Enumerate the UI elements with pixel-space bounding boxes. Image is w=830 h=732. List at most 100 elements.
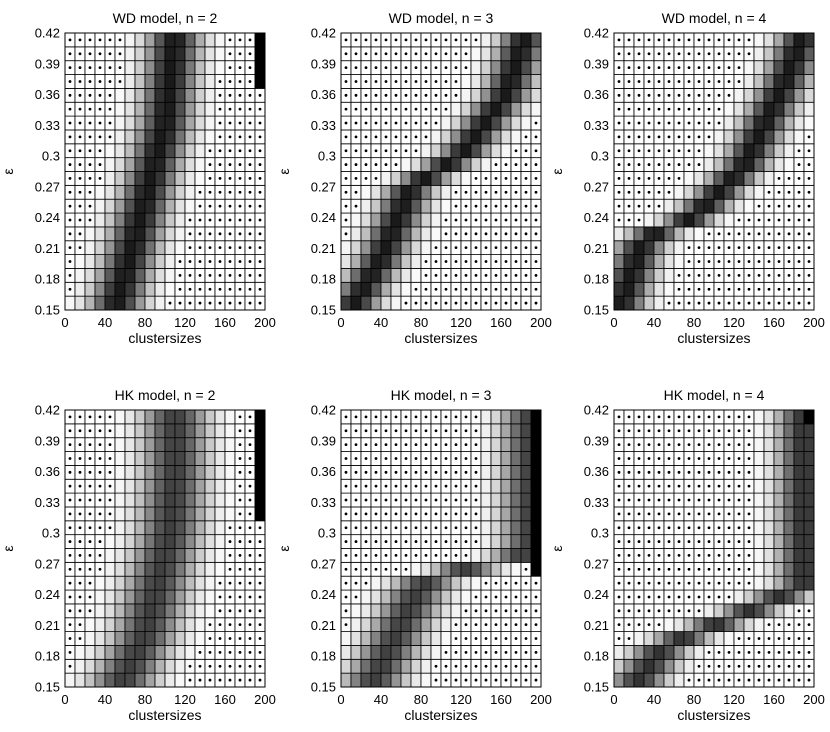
heatmap-cell (490, 478, 502, 494)
heatmap-cell (144, 645, 156, 660)
empty-cell-marker (687, 80, 691, 83)
empty-cell-marker (637, 429, 641, 433)
empty-cell-marker (777, 273, 781, 277)
empty-cell-marker (444, 470, 448, 474)
empty-cell-marker (657, 177, 661, 180)
empty-cell-marker (474, 287, 478, 291)
heatmap-cell (194, 143, 206, 159)
heatmap-cell (114, 129, 126, 145)
empty-cell-marker (727, 287, 731, 291)
empty-cell-marker (108, 107, 112, 111)
empty-cell-marker (494, 595, 498, 599)
empty-cell-marker (228, 232, 232, 236)
heatmap-cell (673, 184, 685, 200)
empty-cell-marker (687, 246, 691, 250)
empty-cell-marker (627, 609, 631, 613)
heatmap-cell (134, 88, 146, 103)
empty-cell-marker (394, 80, 398, 83)
heatmap-cell (410, 603, 422, 619)
heatmap-cell (500, 32, 512, 48)
empty-cell-marker (208, 637, 212, 640)
heatmap-cell (104, 212, 116, 228)
heatmap-cell (520, 32, 532, 48)
empty-cell-marker (524, 260, 528, 263)
heatmap-cell (194, 101, 206, 117)
heatmap-cell (380, 589, 392, 605)
empty-cell-marker (118, 66, 122, 70)
empty-cell-marker (98, 554, 102, 557)
heatmap-cell (124, 534, 136, 549)
heatmap-cell (134, 101, 146, 117)
empty-cell-marker (384, 415, 388, 419)
heatmap-cell (340, 631, 352, 646)
empty-cell-marker (474, 190, 478, 194)
empty-cell-marker (687, 512, 691, 516)
heatmap-cell (204, 46, 216, 62)
empty-cell-marker (414, 287, 418, 291)
heatmap-cell (490, 46, 502, 62)
heatmap-cell (613, 281, 625, 297)
empty-cell-marker (258, 218, 262, 222)
empty-cell-marker (657, 470, 661, 474)
empty-cell-marker (78, 218, 82, 222)
heatmap-cell (470, 157, 482, 172)
empty-cell-marker (777, 287, 781, 291)
empty-cell-marker (258, 637, 262, 640)
empty-cell-marker (444, 218, 448, 222)
empty-cell-marker (364, 177, 368, 180)
heatmap-cell (194, 423, 206, 439)
heatmap-cell (164, 534, 176, 549)
heatmap-cell (763, 534, 775, 549)
heatmap-cell (114, 184, 126, 200)
heatmap-cell (154, 548, 166, 563)
empty-cell-marker (364, 498, 368, 502)
empty-cell-marker (88, 498, 92, 502)
heatmap-cell (184, 548, 196, 563)
empty-cell-marker (434, 80, 438, 83)
heatmap-cell (793, 464, 805, 480)
heatmap-cell (420, 143, 432, 159)
empty-cell-marker (534, 246, 538, 250)
heatmap-cell (174, 184, 186, 200)
empty-cell-marker (364, 581, 368, 585)
heatmap-cell (683, 658, 695, 674)
empty-cell-marker (697, 526, 701, 530)
empty-cell-marker (444, 66, 448, 70)
heatmap-cell (124, 198, 136, 214)
empty-cell-marker (248, 301, 252, 305)
heatmap-cell (633, 254, 645, 269)
empty-cell-marker (454, 38, 458, 42)
heatmap-cell (164, 281, 176, 297)
empty-cell-marker (78, 498, 82, 502)
heatmap-cell (530, 548, 542, 563)
empty-cell-marker (258, 93, 262, 97)
heatmap-cell (793, 478, 805, 494)
heatmap-cell (723, 129, 735, 145)
empty-cell-marker (514, 218, 518, 222)
empty-cell-marker (697, 149, 701, 153)
empty-cell-marker (757, 232, 761, 236)
empty-cell-marker (707, 121, 711, 125)
heatmap-cell (194, 492, 206, 508)
empty-cell-marker (108, 512, 112, 516)
empty-cell-marker (464, 678, 468, 682)
heatmap-cell (480, 423, 492, 439)
heatmap-cell (500, 129, 512, 145)
heatmap-cell (144, 46, 156, 62)
empty-cell-marker (454, 650, 458, 654)
empty-cell-marker (697, 260, 701, 263)
heatmap-cell (793, 129, 805, 145)
empty-cell-marker (434, 93, 438, 97)
empty-cell-marker (667, 93, 671, 97)
heatmap-cell (803, 101, 815, 117)
y-tick-label: 0.18 (35, 272, 60, 287)
empty-cell-marker (394, 567, 398, 571)
heatmap-cell (440, 129, 452, 145)
empty-cell-marker (98, 135, 102, 139)
empty-cell-marker (627, 637, 631, 640)
heatmap-cell (723, 143, 735, 159)
empty-cell-marker (354, 177, 358, 180)
x-axis-label: clustersizes (677, 707, 750, 723)
empty-cell-marker (617, 415, 621, 419)
heatmap-cell (134, 184, 146, 200)
